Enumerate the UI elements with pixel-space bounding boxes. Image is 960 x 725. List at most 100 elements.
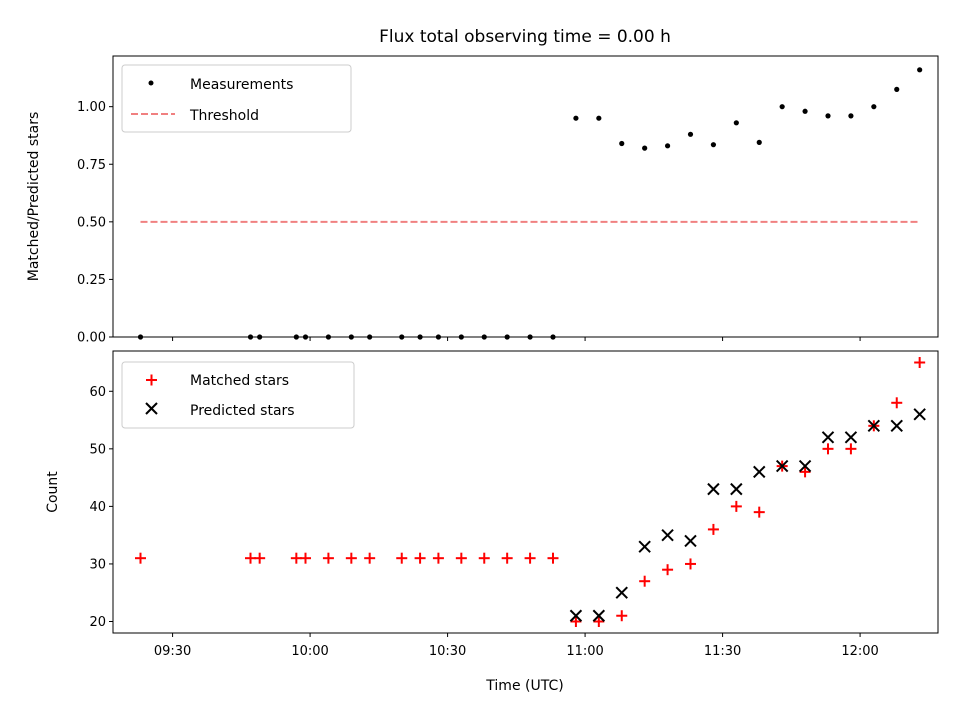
predicted-star-point bbox=[592, 609, 606, 622]
matched-star-point bbox=[593, 615, 605, 627]
predicted-star-point bbox=[684, 534, 697, 548]
x-tick-label: 09:30 bbox=[154, 644, 191, 659]
predicted-star-stroke bbox=[867, 419, 881, 433]
predicted-star-stroke bbox=[684, 534, 697, 548]
measurement-point bbox=[871, 104, 877, 110]
measurement-point bbox=[596, 115, 602, 121]
predicted-star-stroke bbox=[753, 465, 766, 479]
x-axis-label: Time (UTC) bbox=[485, 678, 563, 694]
matched-star-point bbox=[616, 610, 628, 622]
x-tick-label: 11:00 bbox=[566, 644, 603, 659]
top-series bbox=[137, 67, 923, 340]
bottom-panel: Count Time (UTC) 20 30 40 50 60 09:30 10:00 10… bbox=[45, 350, 939, 694]
y-tick-label: 0.50 bbox=[77, 215, 106, 230]
matched-star-point bbox=[662, 564, 674, 576]
predicted-star-point bbox=[913, 408, 926, 421]
measurement-point bbox=[417, 334, 423, 340]
x-tick-label: 10:30 bbox=[429, 644, 466, 659]
matched-star-point bbox=[685, 558, 696, 570]
matched-star-point bbox=[414, 552, 426, 564]
matched-star-point bbox=[845, 443, 857, 455]
x-tick-label: 10:00 bbox=[291, 644, 328, 659]
measurement-point bbox=[687, 131, 694, 137]
matched-star-point bbox=[730, 500, 742, 512]
measurement-point bbox=[848, 113, 854, 119]
x-tick-label: 11:30 bbox=[704, 644, 741, 659]
x-tick-label: 12:00 bbox=[841, 644, 878, 659]
top-x-ticks bbox=[172, 337, 861, 341]
measurement-point bbox=[137, 334, 144, 340]
legend-measurements-marker bbox=[148, 80, 154, 86]
predicted-star-point bbox=[775, 459, 789, 473]
measurement-point bbox=[733, 120, 739, 126]
measurement-point bbox=[435, 334, 442, 340]
top-y-axis-label: Matched/Predicted stars bbox=[26, 112, 42, 282]
y-tick-label: 30 bbox=[89, 557, 106, 572]
top-y-ticks: 0.00 0.25 0.50 0.75 1.00 bbox=[77, 100, 113, 346]
measurement-point bbox=[481, 334, 487, 340]
predicted-star-stroke bbox=[844, 431, 858, 444]
predicted-star-stroke bbox=[707, 482, 720, 496]
matched-star-point bbox=[753, 506, 765, 518]
matched-star-point bbox=[570, 615, 582, 627]
measurement-point bbox=[348, 334, 354, 340]
measurement-point bbox=[302, 334, 309, 340]
predicted-star-point bbox=[707, 482, 720, 496]
measurement-point bbox=[664, 143, 671, 149]
predicted-star-point bbox=[569, 609, 583, 622]
top-panel: Flux total observing time = 0.00 h Match… bbox=[26, 27, 939, 346]
matched-star-point bbox=[254, 552, 266, 564]
measurement-point bbox=[756, 139, 762, 145]
matched-star-point bbox=[396, 552, 408, 564]
matched-star-point bbox=[822, 443, 834, 455]
legend-predicted-marker bbox=[145, 402, 158, 415]
matched-star-point bbox=[478, 552, 490, 564]
predicted-star-stroke bbox=[798, 459, 812, 473]
predicted-star-stroke bbox=[775, 459, 789, 473]
matched-star-point bbox=[432, 552, 444, 564]
measurement-point bbox=[573, 115, 579, 121]
predicted-star-point bbox=[638, 540, 651, 553]
bottom-series bbox=[135, 357, 926, 627]
matched-star-point bbox=[914, 357, 926, 369]
measurement-point bbox=[504, 334, 510, 340]
legend-threshold-label: Threshold bbox=[189, 108, 259, 124]
predicted-star-point bbox=[730, 482, 743, 496]
measurement-point bbox=[399, 334, 405, 340]
predicted-star-point bbox=[661, 528, 674, 542]
measurement-point bbox=[710, 142, 717, 148]
measurement-point bbox=[642, 145, 648, 151]
predicted-star-stroke bbox=[615, 586, 628, 599]
y-tick-label: 60 bbox=[89, 385, 106, 400]
y-tick-label: 50 bbox=[89, 442, 106, 457]
predicted-star-point bbox=[890, 419, 903, 433]
predicted-star-stroke bbox=[821, 431, 835, 444]
predicted-star-stroke bbox=[890, 419, 903, 433]
predicted-star-point bbox=[798, 459, 812, 473]
y-tick-label: 40 bbox=[89, 500, 106, 515]
predicted-star-stroke bbox=[661, 528, 674, 542]
matched-star-point bbox=[455, 552, 467, 564]
predicted-star-point bbox=[753, 465, 766, 479]
predicted-star-point bbox=[867, 419, 881, 433]
top-legend: Measurements Threshold bbox=[121, 64, 352, 133]
matched-star-point bbox=[547, 552, 559, 564]
y-tick-label: 20 bbox=[89, 615, 106, 630]
measurement-point bbox=[325, 334, 332, 340]
predicted-star-stroke bbox=[569, 609, 583, 622]
bottom-y-axis-label: Count bbox=[45, 471, 61, 513]
predicted-star-stroke bbox=[592, 609, 606, 622]
matched-star-point bbox=[322, 552, 334, 564]
legend-matched-label: Matched stars bbox=[190, 373, 289, 389]
matched-star-point bbox=[345, 552, 357, 564]
measurement-point bbox=[257, 334, 263, 340]
matched-star-point bbox=[639, 575, 651, 587]
top-plot-frame bbox=[112, 55, 939, 338]
predicted-star-point bbox=[821, 431, 835, 444]
measurement-point bbox=[779, 104, 785, 110]
measurement-point bbox=[917, 67, 923, 73]
predicted-star-point bbox=[844, 431, 858, 444]
measurement-point bbox=[293, 334, 299, 340]
measurement-point bbox=[458, 334, 464, 340]
legend-predicted-label: Predicted stars bbox=[190, 403, 295, 419]
